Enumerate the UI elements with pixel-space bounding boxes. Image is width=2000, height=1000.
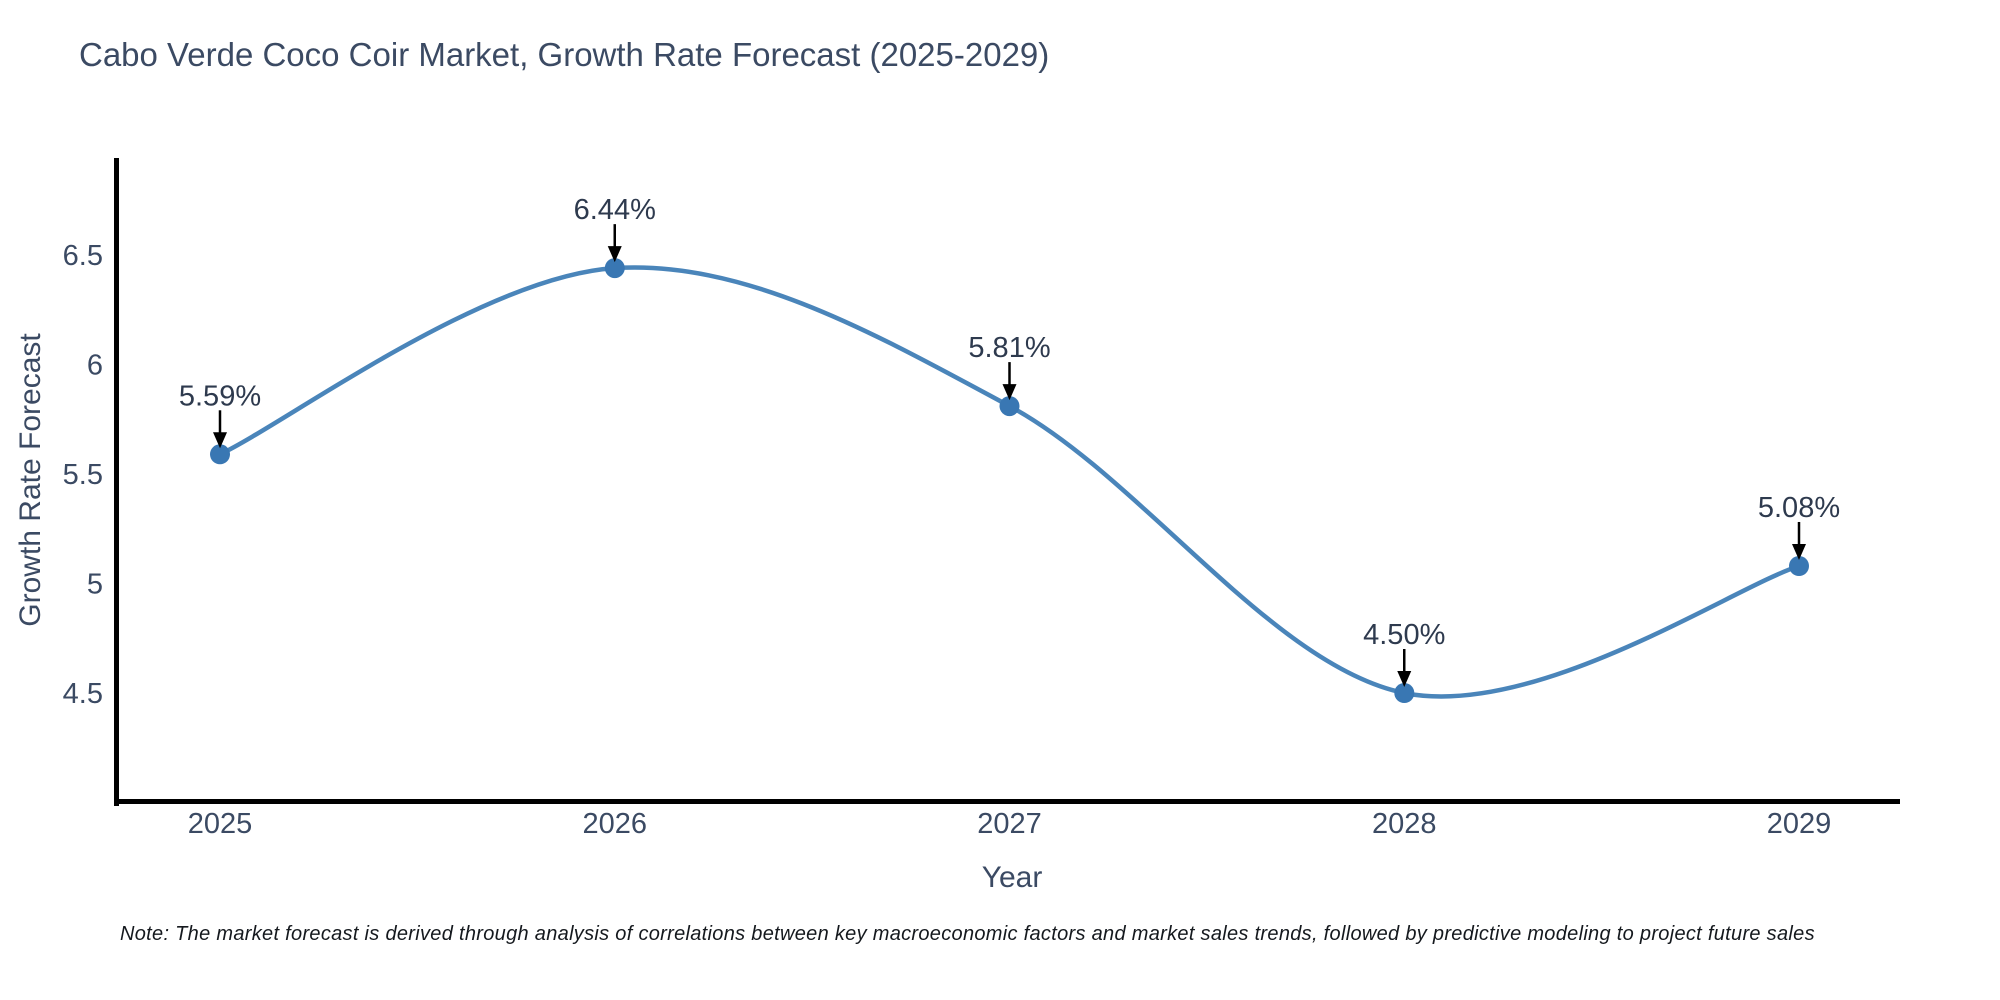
annotation-arrow-head — [607, 246, 622, 263]
data-point-marker — [210, 444, 230, 465]
data-point-label: 5.08% — [1758, 492, 1840, 524]
x-axis-tick-labels: 2025 2026 2027 2028 2029 — [188, 808, 1832, 840]
annotation-arrow-head — [1002, 384, 1017, 401]
data-point-marker — [1789, 556, 1809, 576]
annotation-arrow-head — [1397, 671, 1412, 687]
data-point-label: 5.59% — [179, 380, 261, 412]
y-tick-label: 6.5 — [63, 240, 103, 272]
x-tick-label: 2026 — [582, 808, 647, 840]
x-axis-title: Year — [982, 861, 1043, 894]
x-tick-label: 2027 — [977, 808, 1042, 840]
data-point-marker — [1394, 683, 1415, 703]
x-tick-label: 2025 — [188, 808, 253, 840]
y-axis-line — [114, 158, 119, 806]
data-point-marker — [604, 258, 625, 279]
data-point-annotations: 5.59% 6.44% 5.81% 4.50% 5.08% — [179, 194, 1840, 687]
annotation-arrow-head — [213, 432, 227, 449]
y-tick-label: 5 — [87, 569, 103, 601]
data-point-label: 4.50% — [1363, 619, 1445, 651]
y-tick-label: 5.5 — [63, 459, 103, 491]
chart-title: Cabo Verde Coco Coir Market, Growth Rate… — [79, 36, 1049, 73]
data-point-label: 6.44% — [574, 194, 656, 226]
data-point-markers — [210, 258, 1809, 703]
footnote: Note: The market forecast is derived thr… — [120, 923, 1815, 945]
x-tick-label: 2028 — [1372, 808, 1437, 840]
annotation-arrow-head — [1792, 543, 1806, 560]
data-point-marker — [999, 396, 1020, 417]
y-tick-label: 4.5 — [63, 678, 103, 710]
y-axis-title: Growth Rate Forecast — [14, 333, 47, 627]
y-tick-label: 6 — [87, 350, 103, 382]
data-point-label: 5.81% — [968, 332, 1050, 364]
y-axis-tick-labels: 6.5 6 5.5 5 4.5 — [63, 240, 103, 710]
x-tick-label: 2029 — [1767, 808, 1832, 840]
x-axis-line — [114, 799, 1900, 804]
